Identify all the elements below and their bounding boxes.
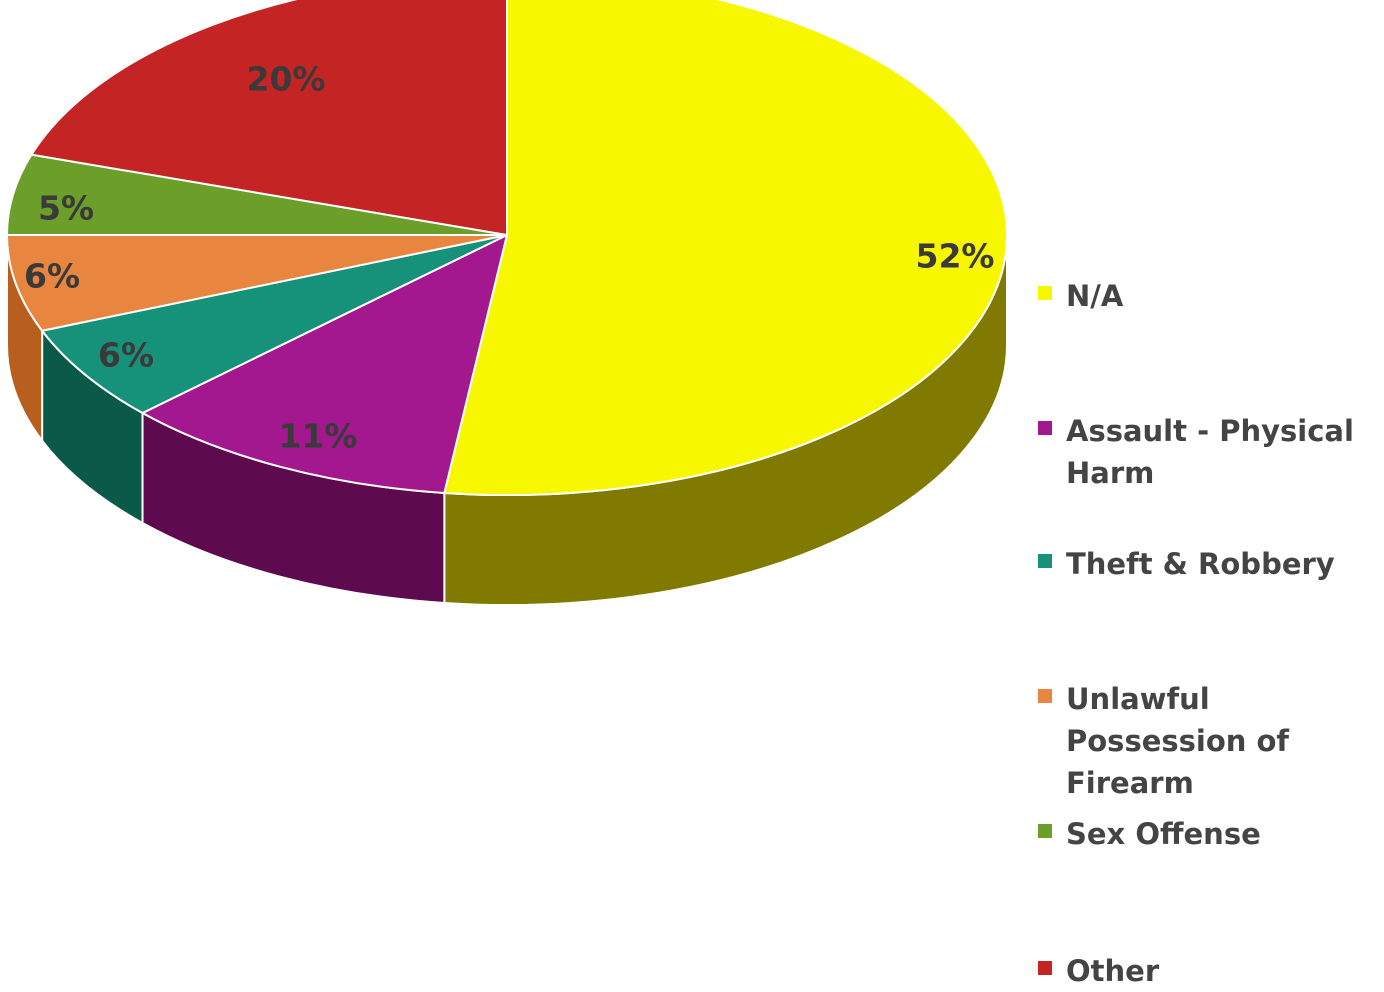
- legend-label: N/A: [1066, 279, 1124, 313]
- pie-slice-sex-offense: [5, 153, 508, 236]
- legend-swatch: [1038, 421, 1052, 435]
- legend-label: Theft & Robbery: [1066, 547, 1335, 581]
- legend-swatch: [1038, 824, 1052, 838]
- legend-item-unlawful-possession-of-firearm: Unlawful Possession of Firearm: [1038, 678, 1384, 804]
- legend-label: Other: [1066, 954, 1160, 988]
- legend-item-n-a: N/A: [1038, 275, 1384, 317]
- pie-slice-unlawful-possession-of-firearm: [5, 234, 508, 332]
- pie-data-labels: 52% 11% 6% 6% 5% 20%: [24, 60, 995, 456]
- legend-item-theft-robbery: Theft & Robbery: [1038, 543, 1384, 585]
- pie-slice-other: [29, 0, 508, 237]
- legend-swatch: [1038, 961, 1052, 975]
- legend-swatch: [1038, 554, 1052, 568]
- legend-item-assault-physical-harm: Assault - Physical Harm: [1038, 410, 1384, 494]
- pie-slice-theft-robbery: [40, 234, 508, 415]
- legend-swatch: [1038, 286, 1052, 300]
- data-label-sex-offense: 5%: [38, 189, 94, 228]
- data-label-theft-robbery: 6%: [98, 336, 154, 375]
- legend-swatch: [1038, 689, 1052, 703]
- legend-label: Assault - Physical Harm: [1066, 414, 1354, 490]
- chart-legend: N/A Assault - Physical Harm Theft & Robber…: [1038, 0, 1384, 988]
- data-label-assault-physical-harm: 11%: [279, 417, 358, 456]
- data-label-n-a: 52%: [916, 237, 995, 276]
- data-label-unlawful-possession-of-firearm: 6%: [24, 257, 80, 296]
- pie-tops: [5, 0, 1008, 496]
- legend-item-sex-offense: Sex Offense: [1038, 813, 1384, 855]
- pie-slice-assault-physical-harm: [140, 233, 509, 495]
- pie-chart-plot: 52% 11% 6% 6% 5% 20%: [5, 0, 1008, 606]
- legend-label: Sex Offense: [1066, 817, 1261, 851]
- legend-label: Unlawful Possession of Firearm: [1066, 682, 1290, 800]
- data-label-other: 20%: [247, 60, 326, 99]
- pie-slice-n-a: [443, 0, 1008, 496]
- legend-item-other: Other: [1038, 950, 1384, 992]
